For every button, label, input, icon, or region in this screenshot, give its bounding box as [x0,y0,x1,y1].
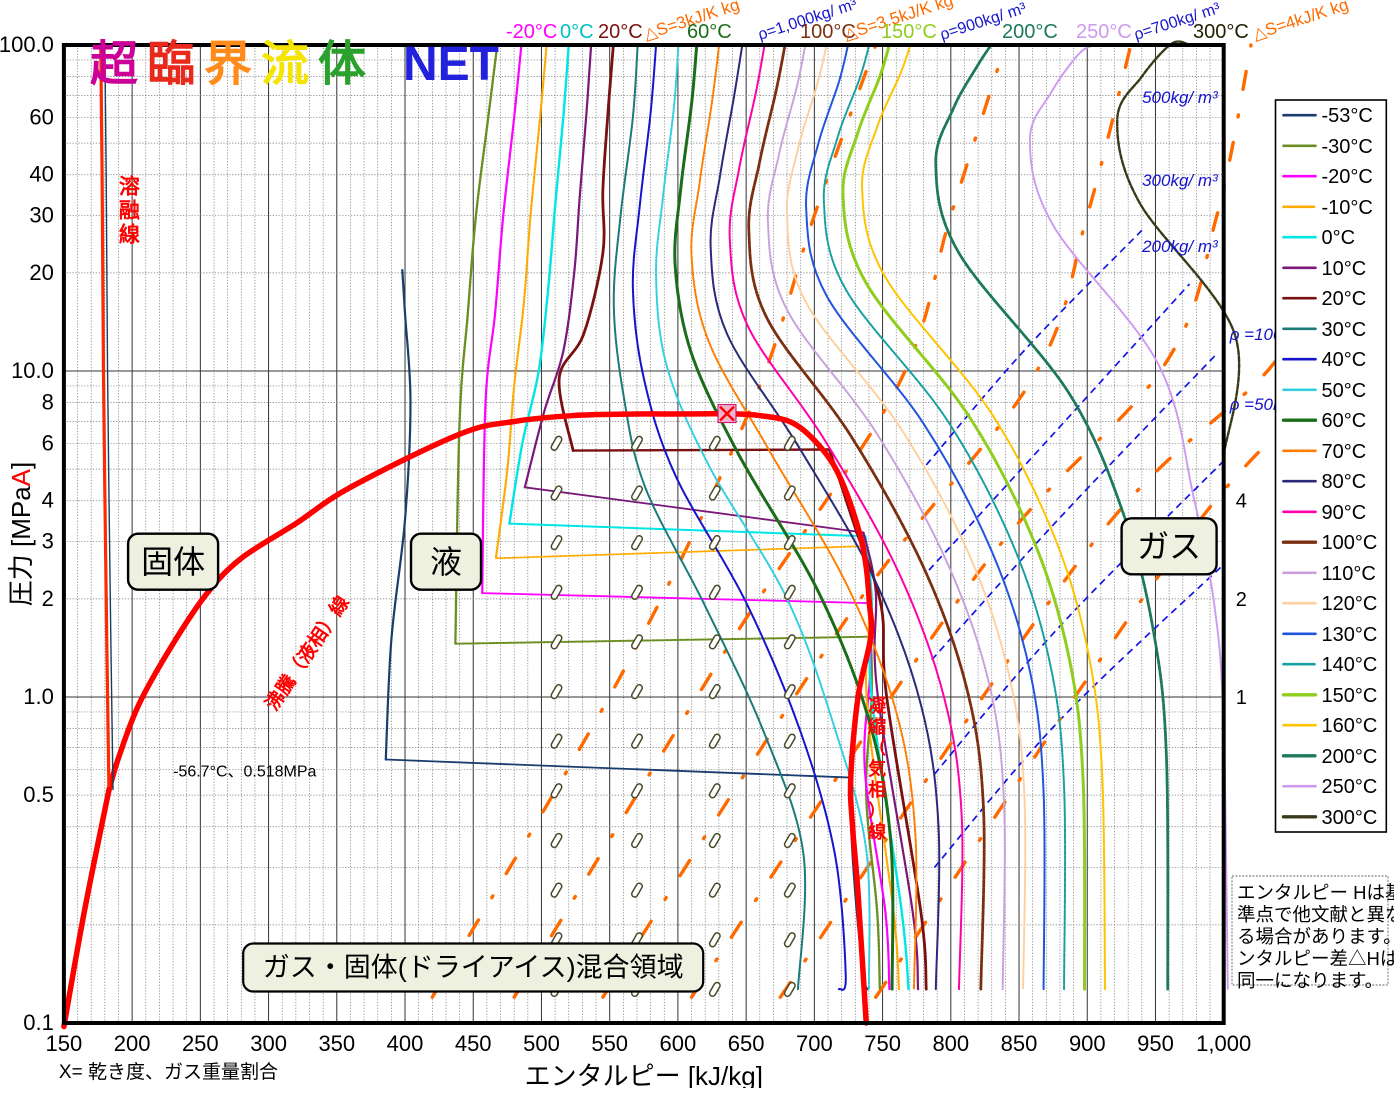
svg-text:6: 6 [42,430,54,455]
svg-text:-56.7°C、0.518MPa: -56.7°C、0.518MPa [173,764,316,781]
svg-text:8: 8 [42,390,54,415]
svg-text:る場合があります。エ: る場合があります。エ [1237,926,1394,947]
svg-text:300: 300 [250,1031,287,1056]
svg-text:500kg/ m³: 500kg/ m³ [1142,88,1219,107]
svg-text:650: 650 [728,1031,765,1056]
svg-text:2: 2 [42,586,54,611]
svg-text:-20°C: -20°C [506,21,557,43]
svg-text:200°C: 200°C [1002,21,1058,43]
svg-text:60: 60 [29,104,53,129]
svg-text:850: 850 [1001,1031,1038,1056]
svg-text:10°C: 10°C [1322,258,1367,280]
svg-text:300°C: 300°C [1193,21,1249,43]
svg-text:1.0: 1.0 [23,684,54,709]
svg-text:200°C: 200°C [1322,746,1378,768]
svg-text:3: 3 [42,529,54,554]
svg-text:界: 界 [204,38,252,91]
svg-text:60°C: 60°C [1322,410,1367,432]
svg-text:-10°C: -10°C [1322,197,1373,219]
svg-text:0.5: 0.5 [23,782,54,807]
svg-text:150: 150 [46,1031,83,1056]
svg-text:20°C: 20°C [598,21,643,43]
svg-text:圧力 [MPaA]: 圧力 [MPaA] [6,462,36,607]
svg-text:気: 気 [868,758,886,779]
svg-text:超: 超 [90,38,139,91]
svg-text:150°C: 150°C [881,21,937,43]
svg-text:溶: 溶 [119,175,140,199]
svg-text:10.0: 10.0 [11,358,54,383]
svg-text:縮: 縮 [868,716,886,737]
svg-text:凝: 凝 [868,695,887,716]
svg-text:エンタルピー [kJ/kg]: エンタルピー [kJ/kg] [525,1061,763,1088]
svg-text:350: 350 [318,1031,355,1056]
svg-text:40°C: 40°C [1322,349,1367,371]
svg-text:臨: 臨 [147,38,195,91]
svg-text:130°C: 130°C [1322,624,1378,646]
svg-text:70°C: 70°C [1322,441,1367,463]
svg-text:ガス・固体(ドライアイス)混合領域: ガス・固体(ドライアイス)混合領域 [263,953,684,983]
svg-text:2: 2 [1236,589,1247,611]
svg-text:-53°C: -53°C [1322,105,1373,127]
svg-text:線: 線 [119,223,140,247]
svg-text:線: 線 [868,821,886,842]
svg-text:400: 400 [387,1031,424,1056]
svg-text:20: 20 [29,260,53,285]
svg-text:液: 液 [430,544,462,580]
svg-text:-30°C: -30°C [1322,136,1373,158]
svg-text:固体: 固体 [141,544,205,580]
svg-text:0°C: 0°C [560,21,594,43]
svg-text:体: 体 [318,38,366,91]
svg-text:ガス: ガス [1137,529,1201,565]
svg-text:20°C: 20°C [1322,288,1367,310]
svg-text:X= 乾き度、ガス重量割合: X= 乾き度、ガス重量割合 [59,1061,278,1083]
svg-text:140°C: 140°C [1322,654,1378,676]
svg-text:250°C: 250°C [1076,21,1132,43]
svg-text:200: 200 [114,1031,151,1056]
svg-text:200kg/ m³: 200kg/ m³ [1141,237,1219,256]
svg-text:50°C: 50°C [1322,380,1367,402]
svg-text:600: 600 [660,1031,697,1056]
svg-text:950: 950 [1137,1031,1174,1056]
svg-text:相: 相 [868,780,886,800]
svg-text:ンタルピー差△Hは、: ンタルピー差△Hは、 [1237,948,1394,969]
svg-text:90°C: 90°C [1322,502,1367,524]
svg-text:NET: NET [403,38,499,91]
svg-text:-20°C: -20°C [1322,166,1373,188]
svg-text:1,000: 1,000 [1196,1031,1251,1056]
svg-text:300°C: 300°C [1322,807,1378,829]
svg-text:250°C: 250°C [1322,776,1378,798]
svg-text:800: 800 [932,1031,969,1056]
svg-text:1: 1 [1236,687,1247,709]
svg-text:4: 4 [1236,491,1247,513]
svg-text:同一になります。: 同一になります。 [1237,970,1383,991]
svg-text:300kg/ m³: 300kg/ m³ [1142,171,1219,190]
svg-text:準点で他文献と異な: 準点で他文献と異な [1237,904,1394,925]
svg-text:750: 750 [864,1031,901,1056]
svg-text:30°C: 30°C [1322,319,1367,341]
svg-text:60°C: 60°C [687,21,732,43]
svg-text:110°C: 110°C [1322,563,1376,585]
svg-text:500: 500 [523,1031,560,1056]
svg-text:エンタルピー Hは基: エンタルピー Hは基 [1237,882,1394,903]
svg-text:150°C: 150°C [1322,685,1378,707]
svg-text:30: 30 [29,203,53,228]
svg-text:40: 40 [29,162,53,187]
svg-text:流: 流 [261,38,309,91]
svg-text:）: ） [868,801,886,821]
svg-text:160°C: 160°C [1322,715,1378,737]
svg-text:融: 融 [119,200,140,223]
svg-text:250: 250 [182,1031,219,1056]
svg-text:4: 4 [42,488,54,513]
svg-text:450: 450 [455,1031,492,1056]
svg-text:0°C: 0°C [1322,227,1356,249]
svg-text:（: （ [868,738,886,758]
svg-text:700: 700 [796,1031,833,1056]
svg-text:100.0: 100.0 [0,32,54,57]
svg-text:900: 900 [1069,1031,1106,1056]
svg-text:550: 550 [591,1031,628,1056]
svg-text:100°C: 100°C [1322,532,1378,554]
svg-text:80°C: 80°C [1322,471,1367,493]
svg-text:120°C: 120°C [1322,593,1378,615]
